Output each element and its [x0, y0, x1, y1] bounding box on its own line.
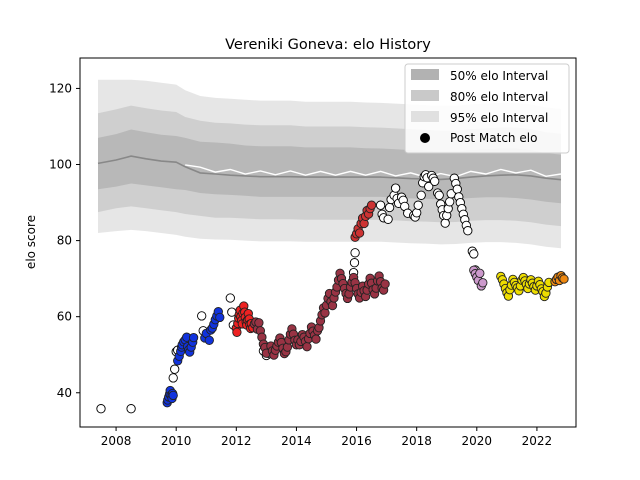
y-axis: 40 60 80 100 120 — [49, 81, 80, 400]
post-match-point — [440, 218, 450, 228]
post-match-point — [424, 181, 434, 192]
mean-elo-line — [97, 155, 562, 181]
post-match-point — [463, 226, 473, 236]
legend-box — [404, 63, 570, 154]
post-match-point — [416, 190, 426, 200]
x-tick-label: 2018 — [401, 434, 432, 448]
legend-marker-post-match — [420, 133, 430, 143]
y-axis-label: elo score — [24, 215, 38, 269]
post-match-point — [320, 308, 330, 318]
post-match-point — [383, 214, 393, 224]
post-match-point — [354, 228, 365, 238]
legend-label-95: 95% elo Interval — [450, 111, 548, 125]
post-match-point — [475, 268, 485, 278]
post-match-point — [225, 293, 235, 303]
plot-frame — [79, 57, 577, 428]
post-match-point — [413, 200, 423, 210]
post-match-point — [349, 258, 360, 268]
y-tick-label: 120 — [49, 81, 72, 95]
x-tick-label: 2008 — [101, 434, 132, 448]
legend-swatch-80 — [411, 90, 439, 101]
post-match-point — [559, 274, 569, 284]
y-tick-label: 80 — [57, 234, 72, 248]
post-match-point — [469, 249, 479, 259]
recent-elo-line — [185, 164, 562, 178]
post-match-point — [311, 334, 321, 344]
post-match-point — [375, 200, 386, 210]
post-match-point — [254, 318, 264, 328]
y-tick-label: 100 — [49, 158, 72, 172]
post-match-point — [96, 404, 106, 414]
post-match-points — [96, 170, 569, 414]
post-match-point — [168, 373, 178, 383]
x-tick-label: 2020 — [462, 434, 493, 448]
post-match-point — [232, 327, 242, 337]
post-match-point — [366, 200, 377, 210]
post-match-point — [188, 332, 199, 343]
mean-lines — [97, 155, 562, 181]
x-tick-label: 2014 — [281, 434, 312, 448]
x-tick-label: 2012 — [221, 434, 252, 448]
x-tick-label: 2010 — [161, 434, 192, 448]
legend-swatch-95 — [411, 111, 439, 122]
post-match-point — [126, 404, 136, 414]
post-match-point — [445, 197, 455, 207]
post-match-point — [380, 279, 390, 289]
post-match-point — [478, 278, 488, 288]
post-match-point — [204, 335, 214, 345]
post-match-point — [434, 190, 444, 200]
post-match-point — [170, 364, 180, 374]
legend: 50% elo Interval 80% elo Interval 95% el… — [404, 63, 570, 154]
post-match-point — [302, 342, 312, 352]
legend-label-50: 50% elo Interval — [450, 69, 548, 83]
legend-swatch-50 — [411, 69, 439, 80]
post-match-point — [168, 390, 178, 401]
post-match-point — [197, 311, 207, 321]
post-match-point — [390, 183, 401, 193]
legend-label-post-match: Post Match elo — [450, 131, 537, 145]
post-match-point — [350, 248, 360, 258]
y-tick-label: 60 — [57, 310, 72, 324]
band-50 — [98, 129, 561, 204]
post-match-point — [412, 208, 422, 218]
chart-title: Vereniki Goneva: elo History — [225, 37, 431, 53]
legend-label-80: 80% elo Interval — [450, 90, 548, 104]
y-tick-label: 40 — [57, 386, 72, 400]
post-match-point — [327, 300, 338, 311]
x-tick-label: 2022 — [522, 434, 553, 448]
x-axis: 2008 2010 2012 2014 2016 2018 2020 2022 — [101, 427, 552, 448]
post-match-point — [215, 312, 225, 323]
post-match-point — [430, 176, 440, 186]
post-match-point — [452, 184, 462, 194]
x-tick-label: 2016 — [341, 434, 372, 448]
post-match-point — [384, 202, 395, 213]
